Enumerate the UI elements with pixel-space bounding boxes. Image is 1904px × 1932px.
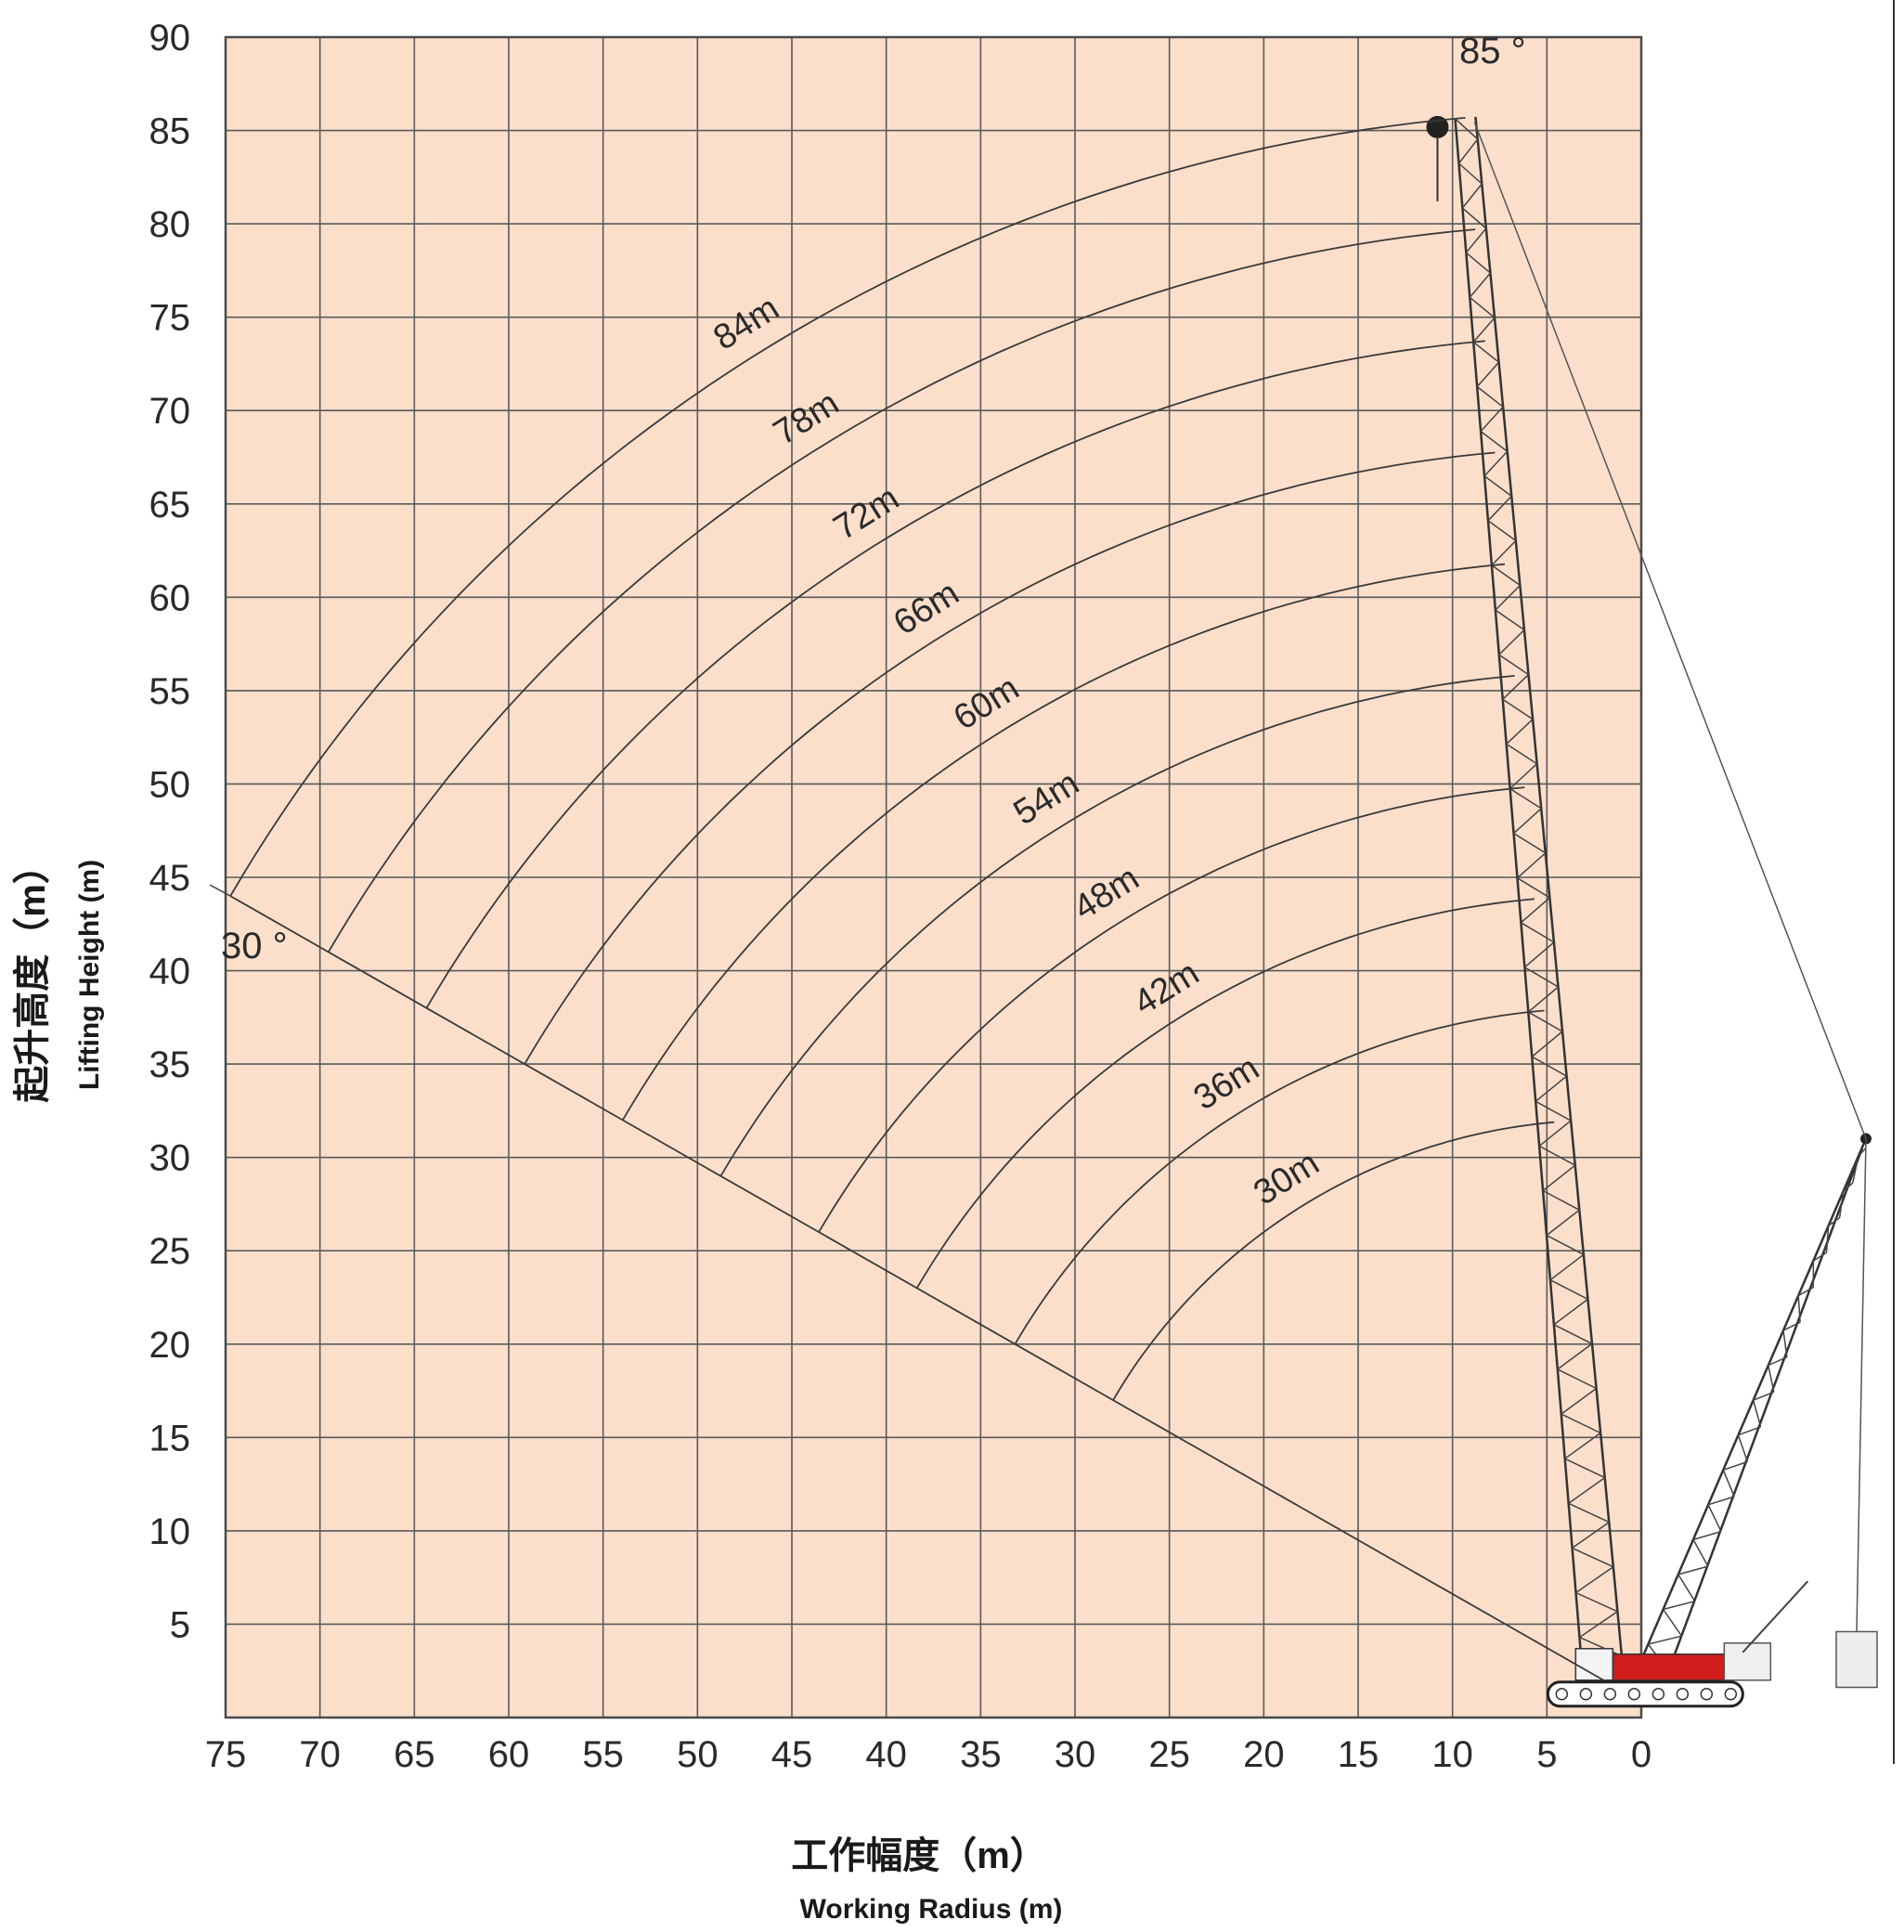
x-tick-label: 25 [1148, 1734, 1190, 1775]
crawler-track [1546, 1680, 1744, 1708]
superstructure-body [1612, 1653, 1726, 1681]
boom-curve-78m [328, 228, 1476, 953]
boom-curve-30m [1112, 1121, 1555, 1401]
y-tick-label: 5 [170, 1604, 190, 1645]
x-tick-label: 70 [299, 1734, 341, 1775]
y-tick-label: 25 [149, 1231, 191, 1272]
boom-curve-66m [524, 451, 1496, 1065]
x-axis-tick-labels: 75 70 65 60 55 50 45 40 35 30 25 20 15 10 5 0 [205, 1734, 1651, 1775]
track-roller [1603, 1688, 1617, 1701]
y-tick-label: 75 [149, 298, 191, 339]
track-roller [1651, 1688, 1665, 1701]
plot-border [224, 35, 1643, 1719]
y-tick-label: 70 [149, 391, 191, 432]
boom-curve-72m [425, 340, 1485, 1009]
y-tick-label: 15 [149, 1418, 191, 1459]
boom-curve-48m [818, 786, 1525, 1233]
x-tick-label: 50 [677, 1734, 719, 1775]
x-tick-label: 10 [1431, 1734, 1473, 1775]
track-roller [1555, 1688, 1569, 1701]
y-axis-title-en: Lifting Height (m) [74, 860, 105, 1090]
counterweight-stack [1723, 1642, 1772, 1681]
x-tick-label: 0 [1631, 1734, 1651, 1775]
y-tick-label: 45 [149, 858, 191, 899]
x-tick-label: 75 [205, 1734, 247, 1775]
max-angle-label: 85 ° [1459, 31, 1526, 71]
min-angle-tick [209, 884, 231, 897]
track-roller [1579, 1688, 1593, 1701]
x-tick-label: 20 [1243, 1734, 1285, 1775]
x-axis-title: 工作幅度（m） [791, 1835, 1047, 1876]
y-tick-label: 20 [149, 1325, 191, 1366]
track-roller [1627, 1688, 1641, 1701]
x-tick-label: 55 [582, 1734, 624, 1775]
x-axis-title-en: Working Radius (m) [800, 1894, 1063, 1925]
mast-chord [1639, 1138, 1868, 1663]
boom-curve-60m [622, 563, 1506, 1121]
y-tick-label: 55 [149, 671, 191, 712]
boom-curve-36m [1014, 1009, 1545, 1345]
track-roller [1700, 1688, 1714, 1701]
counterweight-hanger [1856, 1138, 1867, 1632]
x-tick-label: 5 [1536, 1734, 1557, 1775]
y-tick-label: 65 [149, 485, 191, 525]
track-roller [1676, 1688, 1690, 1701]
x-tick-label: 45 [771, 1734, 813, 1775]
y-tick-label: 35 [149, 1044, 191, 1085]
boom-pendant [1473, 122, 1867, 1139]
y-tick-label: 10 [149, 1511, 191, 1552]
y-axis-title: 起升高度（m） [12, 847, 53, 1103]
y-tick-label: 30 [149, 1138, 191, 1179]
y-tick-label: 85 [149, 111, 191, 152]
min-angle-ray [229, 895, 1604, 1681]
track-roller [1724, 1688, 1738, 1701]
boom-curve-42m [915, 898, 1535, 1289]
boom-curve-84m [229, 117, 1466, 897]
x-tick-label: 35 [960, 1734, 1002, 1775]
main-boom-chord [1474, 116, 1626, 1679]
y-tick-label: 80 [149, 204, 191, 245]
y-tick-label: 90 [149, 18, 191, 58]
x-tick-label: 65 [394, 1734, 435, 1775]
x-tick-label: 40 [865, 1734, 907, 1775]
x-tick-label: 60 [488, 1734, 530, 1775]
boom-curve-54m [719, 675, 1515, 1177]
min-angle-label: 30 ° [221, 926, 288, 966]
y-tick-label: 40 [149, 952, 191, 992]
y-tick-label: 60 [149, 577, 191, 618]
suspended-counterweight [1835, 1630, 1878, 1689]
mast-chord [1667, 1148, 1864, 1672]
x-tick-label: 30 [1055, 1734, 1096, 1775]
y-axis-tick-labels: 90 85 80 75 70 65 60 55 50 45 40 35 30 25 20 15 10 5 [149, 18, 191, 1645]
x-tick-label: 15 [1338, 1734, 1379, 1775]
y-tick-label: 50 [149, 764, 191, 805]
gantry [1742, 1580, 1809, 1653]
